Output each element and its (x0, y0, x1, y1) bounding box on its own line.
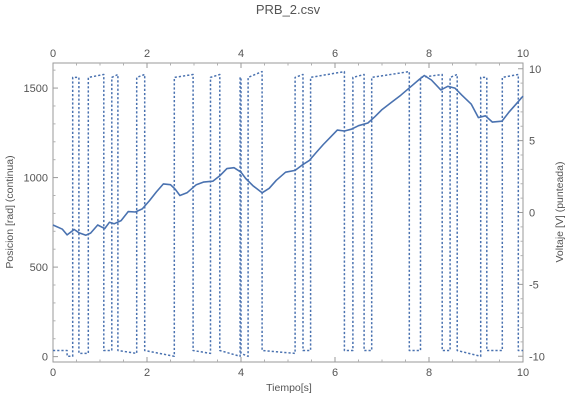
y-left-tick-label: 500 (30, 262, 48, 274)
y-right-tick-label: -10 (529, 351, 545, 363)
x-tick-label-bottom: 0 (50, 367, 56, 379)
x-tick-label-top: 2 (144, 48, 150, 60)
x-tick-label-bottom: 10 (517, 367, 529, 379)
y-axis-label-left: Posicion [rad] (continua) (4, 155, 16, 268)
x-tick-label-bottom: 4 (238, 367, 244, 379)
plot-frame (52, 62, 524, 363)
chart-title: PRB_2.csv (256, 2, 321, 17)
series-line-posicion (52, 74, 524, 236)
y-right-tick-label: 5 (529, 136, 535, 148)
y-left-tick-label: 1000 (24, 173, 48, 185)
y-axis-label-right: Voltaje [V] (punteada) (554, 162, 566, 263)
y-right-tick-label: 10 (529, 64, 541, 76)
x-tick-label-bottom: 2 (144, 367, 150, 379)
x-tick-label-top: 6 (332, 48, 338, 60)
series-line-voltaje (53, 70, 523, 358)
x-axis-label: Tiempo[s] (266, 382, 312, 394)
y-right-tick-label: 0 (529, 208, 535, 220)
x-tick-label-top: 4 (238, 48, 244, 60)
y-left-tick-label: 0 (42, 352, 48, 364)
x-tick-label-bottom: 8 (426, 367, 432, 379)
x-tick-label-top: 10 (517, 48, 529, 60)
y-left-tick-label: 1500 (24, 83, 48, 95)
series-layer (52, 70, 524, 358)
x-tick-label-top: 0 (50, 48, 56, 60)
x-tick-label-bottom: 6 (332, 367, 338, 379)
x-tick-label-top: 8 (426, 48, 432, 60)
y-right-tick-label: -5 (529, 279, 539, 291)
